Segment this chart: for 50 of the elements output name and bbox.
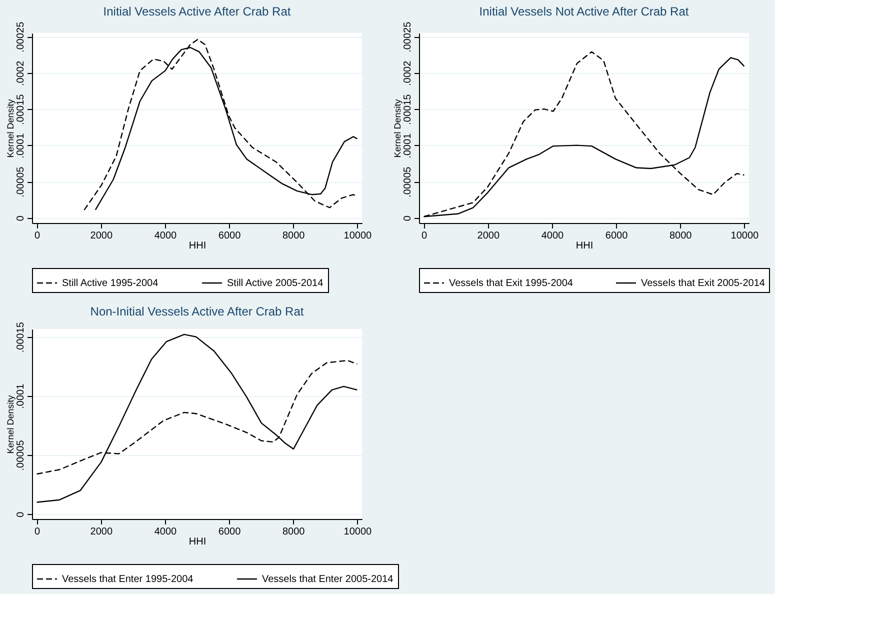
x-tick-label: 8000 — [282, 230, 306, 242]
legend-label: Still Active 1995-2004 — [62, 278, 159, 289]
x-tick-label: 2000 — [90, 526, 113, 538]
y-tick-label: .00015 — [16, 94, 26, 125]
y-tick-label: .0002 — [402, 60, 414, 86]
y-tick-label: .0001 — [402, 132, 414, 158]
y-tick-label: .00005 — [16, 440, 26, 471]
y-axis-title: Kernel Density — [6, 394, 16, 454]
x-tick-label: 4000 — [154, 526, 178, 538]
chart-title: Initial Vessels Active After Crab Rat — [103, 4, 292, 18]
chart-title: Initial Vessels Not Active After Crab Rat — [479, 4, 690, 18]
legend-label: Vessels that Exit 1995-2004 — [449, 278, 574, 289]
x-axis-title: HHI — [188, 536, 206, 548]
y-tick-label: .00005 — [402, 166, 414, 198]
legend-label: Vessels that Enter 2005-2014 — [262, 574, 394, 585]
x-axis-title: HHI — [576, 240, 594, 252]
x-tick-label: 10000 — [730, 230, 760, 242]
legend-label: Vessels that Exit 2005-2014 — [641, 278, 766, 289]
x-tick-label: 0 — [34, 230, 41, 242]
y-tick-label: .00025 — [16, 21, 26, 52]
y-tick-label: .0002 — [16, 60, 26, 86]
chart-title: Non-Initial Vessels Active After Crab Rat — [90, 304, 304, 319]
x-tick-label: 4000 — [541, 230, 564, 242]
y-axis-title: Kernel Density — [392, 98, 402, 158]
x-tick-label: 0 — [422, 230, 428, 242]
x-tick-label: 4000 — [154, 230, 178, 242]
y-tick-label: 0 — [16, 215, 26, 222]
y-tick-label: 0 — [16, 511, 26, 518]
line-series — [36, 334, 358, 503]
x-tick-label: 10000 — [344, 230, 372, 242]
x-tick-label: 8000 — [282, 526, 306, 538]
y-tick-label: .00005 — [16, 166, 26, 198]
x-tick-label: 0 — [34, 526, 41, 538]
y-tick-label: 0 — [402, 215, 414, 222]
x-tick-label: 6000 — [605, 230, 628, 242]
x-tick-label: 2000 — [477, 230, 500, 242]
y-axis-title: Kernel Density — [6, 98, 16, 158]
x-tick-label: 2000 — [90, 230, 113, 242]
x-tick-label: 6000 — [218, 526, 242, 538]
x-tick-label: 6000 — [218, 230, 242, 242]
x-tick-label: 10000 — [344, 526, 372, 538]
y-tick-label: .00015 — [402, 94, 414, 125]
y-tick-label: .00015 — [16, 322, 26, 353]
legend-label: Vessels that Enter 1995-2004 — [62, 574, 194, 585]
y-tick-label: .0001 — [16, 132, 26, 158]
x-tick-label: 8000 — [669, 230, 692, 242]
x-axis-title: HHI — [188, 240, 206, 252]
y-tick-label: .0001 — [16, 383, 26, 409]
legend-label: Still Active 2005-2014 — [227, 278, 324, 289]
y-tick-label: .00025 — [402, 21, 414, 52]
